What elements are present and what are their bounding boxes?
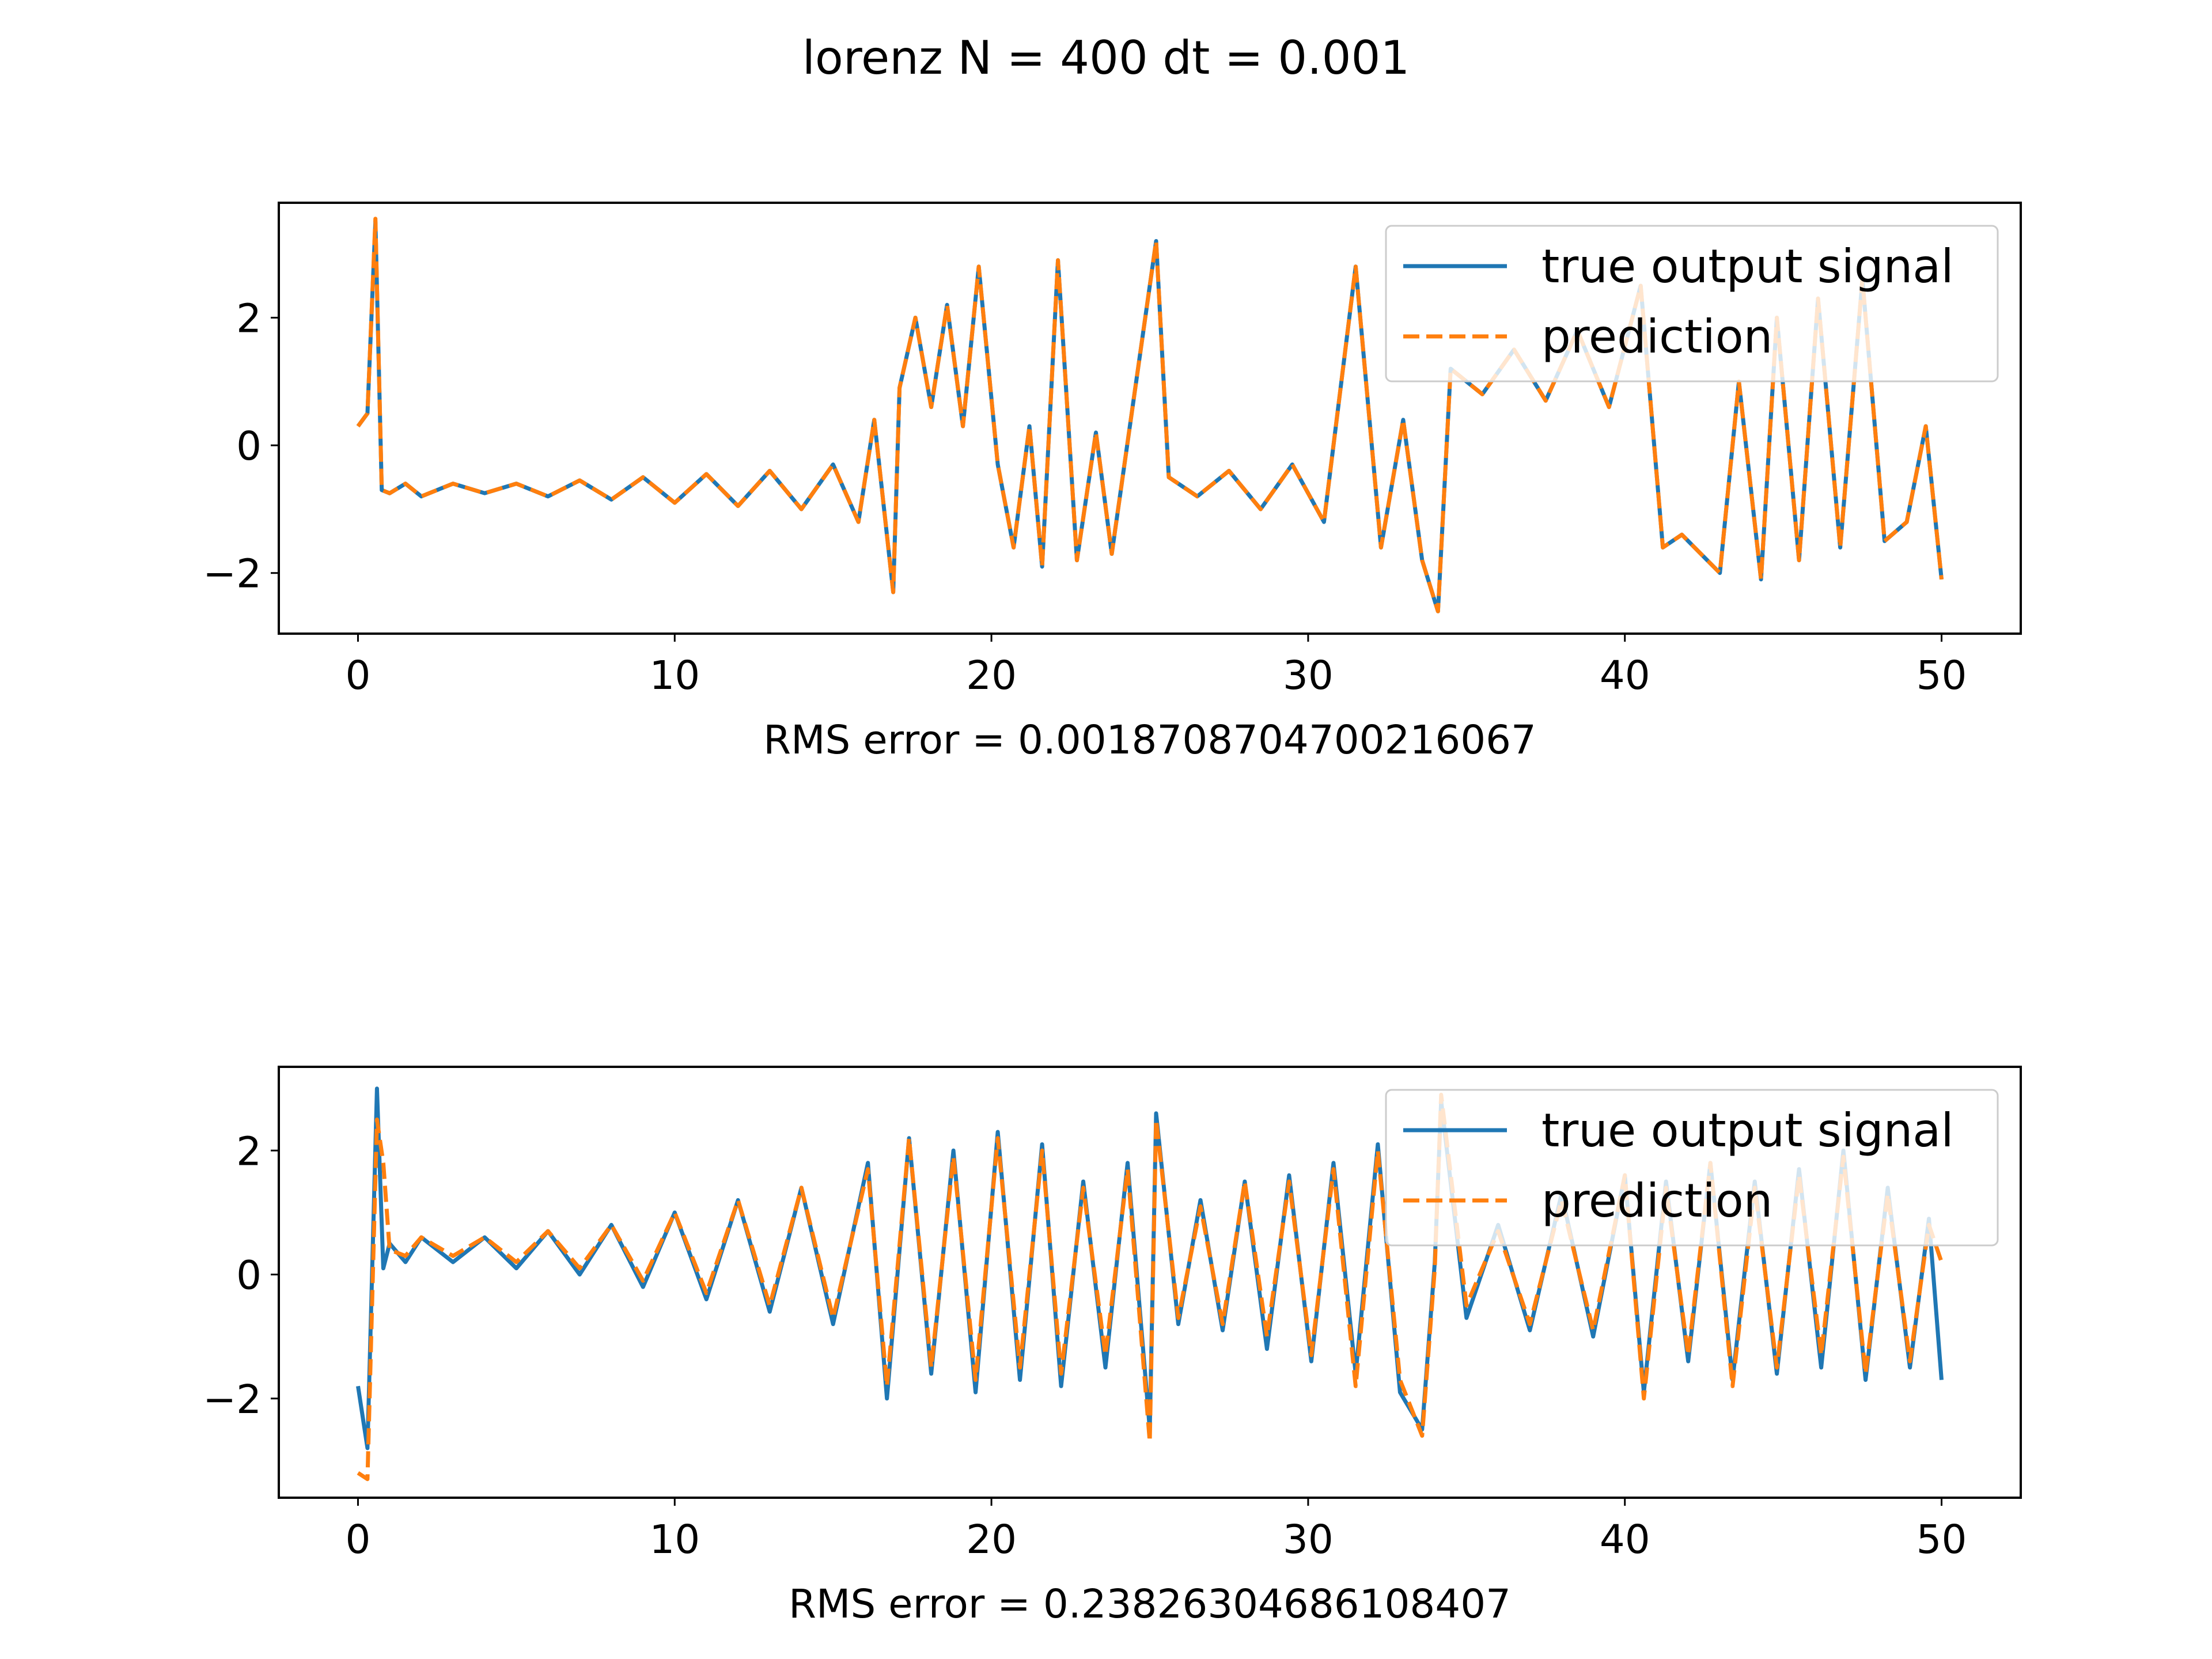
prediction-line-1 bbox=[356, 217, 1944, 613]
figure-title: lorenz N = 400 dt = 0.001 bbox=[802, 31, 1410, 85]
rms-error-label: RMS error = 0.23826304686108407 bbox=[789, 1581, 1511, 1627]
x-tick-label: 10 bbox=[649, 653, 700, 699]
x-tick-label: 0 bbox=[346, 1517, 371, 1563]
legend-label-prediction: prediction bbox=[1541, 1174, 1772, 1228]
legend-box bbox=[1385, 1089, 1999, 1247]
prediction-line-2 bbox=[357, 1092, 1944, 1482]
subplot-2: 0 10 20 30 40 50 −2 0 2 RMS error = 0.23826304686… bbox=[203, 1066, 2022, 1627]
y-tick-label: 0 bbox=[236, 1253, 262, 1299]
x-tick-label: 50 bbox=[1916, 653, 1967, 699]
x-tick-label: 40 bbox=[1600, 1517, 1650, 1563]
x-tick-label: 30 bbox=[1283, 653, 1334, 699]
y-tick-label: 2 bbox=[236, 1128, 262, 1175]
y-tick-label: 0 bbox=[236, 423, 262, 469]
y-tick-label: 2 bbox=[236, 296, 262, 342]
legend-label-prediction: prediction bbox=[1541, 310, 1772, 363]
x-tick-label: 40 bbox=[1600, 653, 1650, 699]
legend-box bbox=[1385, 225, 1999, 382]
x-tick-label: 50 bbox=[1916, 1517, 1967, 1563]
rms-error-label: RMS error = 0.0018708704700216067 bbox=[763, 717, 1536, 763]
y-tick-label: −2 bbox=[203, 1377, 262, 1423]
x-tick-label: 0 bbox=[346, 653, 371, 699]
x-tick-label: 20 bbox=[966, 653, 1017, 699]
x-tick-label: 30 bbox=[1283, 1517, 1334, 1563]
subplot-1: 0 10 20 30 40 50 −2 0 2 RMS error = 0.00187087047… bbox=[203, 202, 2022, 763]
x-tick-label: 20 bbox=[966, 1517, 1017, 1563]
legend-label-true-signal: true output signal bbox=[1541, 1104, 1954, 1157]
axes-frame bbox=[278, 202, 2022, 635]
x-tick-label: 10 bbox=[649, 1517, 700, 1563]
axes-frame bbox=[278, 1066, 2022, 1499]
legend-label-true-signal: true output signal bbox=[1541, 240, 1954, 293]
y-tick-label: −2 bbox=[203, 551, 262, 597]
